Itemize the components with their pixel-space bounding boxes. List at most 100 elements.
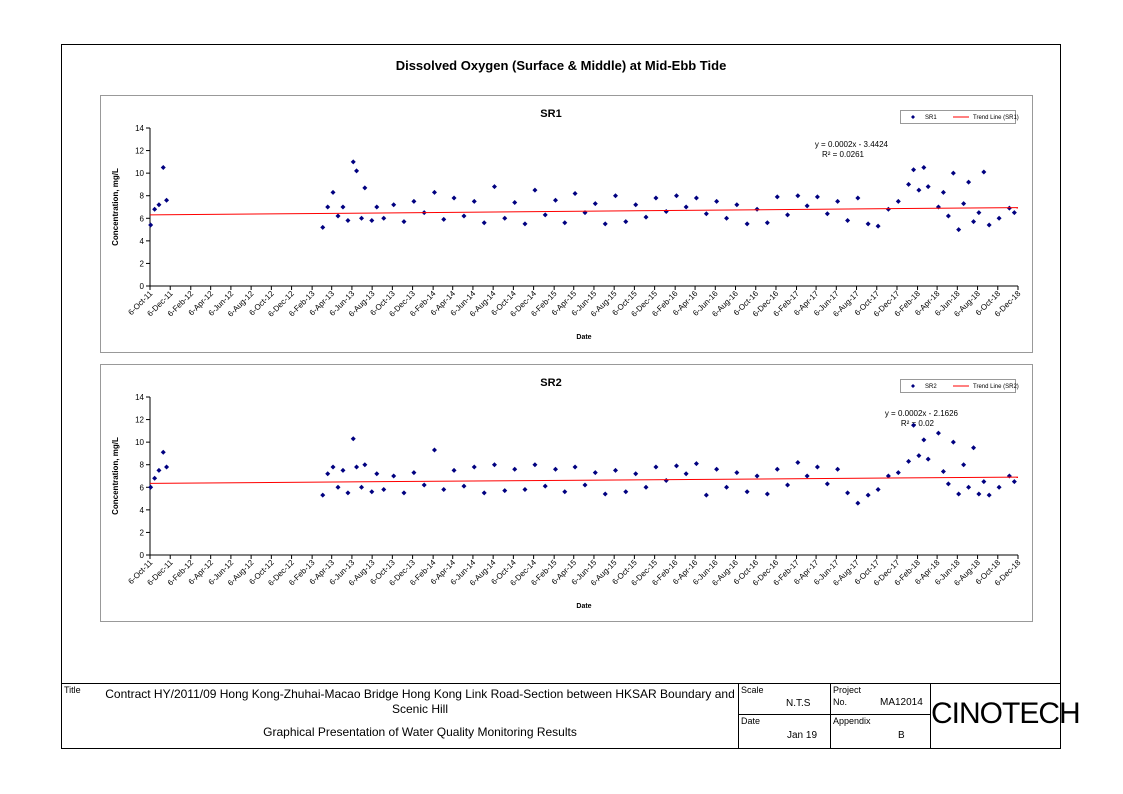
y-tick-label: 12 bbox=[135, 147, 144, 156]
x-axis-label: Date bbox=[576, 334, 591, 341]
chart-panel bbox=[100, 95, 1033, 353]
y-tick-label: 12 bbox=[135, 416, 144, 425]
data-point bbox=[950, 170, 956, 176]
data-point bbox=[411, 198, 417, 204]
data-point bbox=[971, 219, 977, 225]
appendix: B bbox=[898, 730, 905, 741]
data-point bbox=[359, 484, 365, 490]
data-point bbox=[431, 189, 437, 195]
data-point bbox=[572, 190, 578, 196]
data-point bbox=[354, 464, 360, 470]
data-point bbox=[966, 179, 972, 185]
y-tick-label: 8 bbox=[140, 461, 145, 470]
data-point bbox=[785, 212, 791, 218]
data-point bbox=[411, 470, 417, 476]
data-point bbox=[945, 213, 951, 219]
data-point bbox=[562, 489, 568, 495]
data-point bbox=[148, 222, 154, 228]
data-point bbox=[804, 203, 810, 209]
data-point bbox=[391, 473, 397, 479]
data-point bbox=[976, 210, 982, 216]
data-point bbox=[744, 489, 750, 495]
title-label: Title bbox=[64, 685, 81, 695]
data-point bbox=[795, 459, 801, 465]
chart-panel bbox=[100, 364, 1033, 622]
data-point bbox=[592, 470, 598, 476]
data-point bbox=[160, 449, 166, 455]
data-point bbox=[734, 202, 740, 208]
x-axis-label: Date bbox=[576, 603, 591, 610]
data-point bbox=[401, 490, 407, 496]
y-tick-label: 2 bbox=[140, 259, 145, 268]
trend-equation: y = 0.0002x - 2.1626 bbox=[885, 409, 959, 418]
data-point bbox=[693, 461, 699, 467]
data-point bbox=[1011, 210, 1017, 216]
data-point bbox=[925, 456, 931, 462]
data-point bbox=[471, 464, 477, 470]
data-point bbox=[824, 211, 830, 217]
y-tick-label: 10 bbox=[135, 438, 144, 447]
data-point bbox=[374, 204, 380, 210]
data-point bbox=[734, 470, 740, 476]
data-point bbox=[845, 490, 851, 496]
data-point bbox=[935, 430, 941, 436]
page-border bbox=[61, 44, 1061, 749]
data-point bbox=[451, 467, 457, 473]
data-point bbox=[152, 206, 158, 212]
data-point bbox=[835, 198, 841, 204]
data-point bbox=[875, 223, 881, 229]
legend-marker bbox=[911, 384, 915, 388]
data-point bbox=[921, 437, 927, 443]
data-point bbox=[552, 466, 558, 472]
data-point bbox=[835, 466, 841, 472]
data-point bbox=[369, 218, 375, 224]
data-point bbox=[350, 159, 356, 165]
data-point bbox=[703, 492, 709, 498]
data-point bbox=[552, 197, 558, 203]
data-point bbox=[976, 491, 982, 497]
data-point bbox=[855, 195, 861, 201]
data-point bbox=[754, 473, 760, 479]
data-point bbox=[714, 466, 720, 472]
data-point bbox=[340, 467, 346, 473]
data-point bbox=[592, 201, 598, 207]
data-point bbox=[674, 193, 680, 199]
y-tick-label: 6 bbox=[140, 483, 145, 492]
y-tick-label: 2 bbox=[140, 528, 145, 537]
data-point bbox=[1011, 479, 1017, 485]
data-point bbox=[774, 466, 780, 472]
data-point bbox=[461, 483, 467, 489]
data-point bbox=[401, 219, 407, 225]
data-point bbox=[160, 165, 166, 170]
data-point bbox=[986, 222, 992, 228]
y-tick-label: 0 bbox=[140, 282, 145, 291]
trend-equation: y = 0.0002x - 3.4424 bbox=[815, 140, 889, 149]
data-point bbox=[714, 198, 720, 204]
data-point bbox=[612, 193, 618, 199]
data-point bbox=[335, 213, 341, 219]
data-point bbox=[491, 184, 497, 190]
data-point bbox=[522, 487, 528, 493]
data-point bbox=[875, 487, 881, 493]
trend-line bbox=[149, 476, 1019, 484]
data-point bbox=[164, 464, 170, 470]
data-point bbox=[532, 462, 538, 468]
chart-title: SR1 bbox=[540, 108, 561, 120]
data-point bbox=[916, 187, 922, 193]
data-point bbox=[911, 422, 917, 428]
data-point bbox=[895, 470, 901, 476]
data-point bbox=[754, 206, 760, 212]
data-point bbox=[814, 194, 820, 200]
data-point bbox=[764, 220, 770, 226]
data-point bbox=[421, 482, 427, 488]
data-point bbox=[774, 194, 780, 200]
y-axis-label: Concentration, mg/L bbox=[111, 437, 120, 515]
data-point bbox=[693, 195, 699, 201]
data-point bbox=[532, 187, 538, 193]
subject: Graphical Presentation of Water Quality … bbox=[263, 725, 577, 739]
data-point bbox=[612, 467, 618, 473]
date: Jan 19 bbox=[787, 730, 818, 741]
y-tick-label: 10 bbox=[135, 169, 144, 178]
y-tick-label: 14 bbox=[135, 124, 144, 133]
